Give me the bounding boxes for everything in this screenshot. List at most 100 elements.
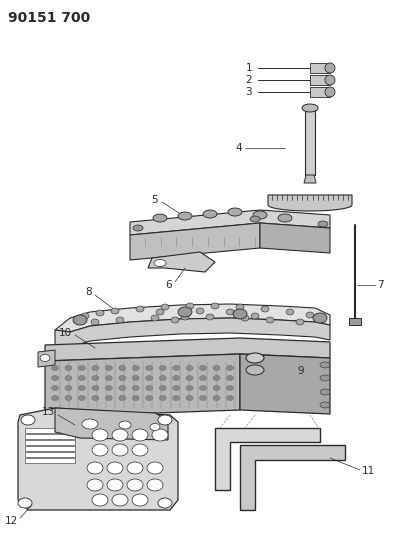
Ellipse shape <box>159 366 166 370</box>
Ellipse shape <box>92 376 99 381</box>
Text: 13: 13 <box>42 407 55 417</box>
Polygon shape <box>25 446 75 451</box>
Ellipse shape <box>161 304 169 310</box>
Ellipse shape <box>246 353 264 363</box>
Polygon shape <box>349 318 361 325</box>
Ellipse shape <box>112 429 128 441</box>
Polygon shape <box>55 304 330 332</box>
Ellipse shape <box>78 376 85 381</box>
Ellipse shape <box>132 385 139 391</box>
Polygon shape <box>148 252 215 272</box>
Ellipse shape <box>302 104 318 112</box>
Polygon shape <box>45 338 330 361</box>
Ellipse shape <box>78 385 85 391</box>
Polygon shape <box>310 87 330 97</box>
Ellipse shape <box>111 308 119 314</box>
Ellipse shape <box>266 317 274 323</box>
Polygon shape <box>310 63 330 73</box>
Ellipse shape <box>171 317 179 323</box>
Ellipse shape <box>152 429 168 441</box>
Ellipse shape <box>78 366 85 370</box>
Text: 4: 4 <box>235 143 242 153</box>
Ellipse shape <box>112 444 128 456</box>
Text: 9: 9 <box>297 366 304 376</box>
Ellipse shape <box>236 304 244 310</box>
Ellipse shape <box>320 375 330 381</box>
Ellipse shape <box>52 385 58 391</box>
Ellipse shape <box>92 385 99 391</box>
Ellipse shape <box>213 395 220 400</box>
Ellipse shape <box>52 395 58 400</box>
Polygon shape <box>25 440 75 445</box>
Ellipse shape <box>105 395 112 400</box>
Ellipse shape <box>87 462 103 474</box>
Ellipse shape <box>159 376 166 381</box>
Ellipse shape <box>107 479 123 491</box>
Ellipse shape <box>228 208 242 216</box>
Ellipse shape <box>296 319 304 325</box>
Ellipse shape <box>78 395 85 400</box>
Ellipse shape <box>251 313 259 319</box>
Ellipse shape <box>21 415 35 425</box>
Ellipse shape <box>133 225 143 231</box>
Ellipse shape <box>178 212 192 220</box>
Ellipse shape <box>132 444 148 456</box>
Ellipse shape <box>112 494 128 506</box>
Polygon shape <box>25 452 75 457</box>
Ellipse shape <box>313 313 327 323</box>
Ellipse shape <box>132 429 148 441</box>
Text: 2: 2 <box>245 75 252 85</box>
Ellipse shape <box>227 366 234 370</box>
Ellipse shape <box>91 319 99 325</box>
Ellipse shape <box>147 462 163 474</box>
Ellipse shape <box>186 366 193 370</box>
Ellipse shape <box>151 315 159 321</box>
Ellipse shape <box>173 395 180 400</box>
Ellipse shape <box>156 309 164 315</box>
Ellipse shape <box>132 494 148 506</box>
Ellipse shape <box>173 385 180 391</box>
Ellipse shape <box>186 376 193 381</box>
Polygon shape <box>268 195 352 211</box>
Ellipse shape <box>325 63 335 73</box>
Ellipse shape <box>186 303 194 309</box>
Ellipse shape <box>206 314 214 320</box>
Ellipse shape <box>119 395 126 400</box>
Ellipse shape <box>227 376 234 381</box>
Ellipse shape <box>200 376 206 381</box>
Ellipse shape <box>146 395 153 400</box>
Ellipse shape <box>119 385 126 391</box>
Ellipse shape <box>261 306 269 312</box>
Ellipse shape <box>92 366 99 370</box>
Ellipse shape <box>158 415 172 425</box>
Ellipse shape <box>241 315 249 321</box>
Ellipse shape <box>96 310 104 316</box>
Ellipse shape <box>92 494 108 506</box>
Polygon shape <box>25 458 75 463</box>
Ellipse shape <box>153 214 167 222</box>
Ellipse shape <box>119 366 126 370</box>
Ellipse shape <box>200 366 206 370</box>
Ellipse shape <box>318 221 328 227</box>
Text: 10: 10 <box>59 328 72 338</box>
Ellipse shape <box>81 313 89 319</box>
Ellipse shape <box>92 395 99 400</box>
Ellipse shape <box>40 354 50 361</box>
Polygon shape <box>55 318 330 347</box>
Polygon shape <box>38 350 55 367</box>
Ellipse shape <box>18 498 32 508</box>
Ellipse shape <box>159 385 166 391</box>
Ellipse shape <box>186 395 193 400</box>
Polygon shape <box>310 75 330 85</box>
Ellipse shape <box>136 306 144 312</box>
Ellipse shape <box>132 376 139 381</box>
Ellipse shape <box>147 479 163 491</box>
Ellipse shape <box>82 419 98 429</box>
Ellipse shape <box>203 210 217 218</box>
Ellipse shape <box>107 462 123 474</box>
Ellipse shape <box>87 479 103 491</box>
Ellipse shape <box>320 389 330 395</box>
Ellipse shape <box>196 308 204 314</box>
Polygon shape <box>305 108 315 175</box>
Polygon shape <box>246 358 264 370</box>
